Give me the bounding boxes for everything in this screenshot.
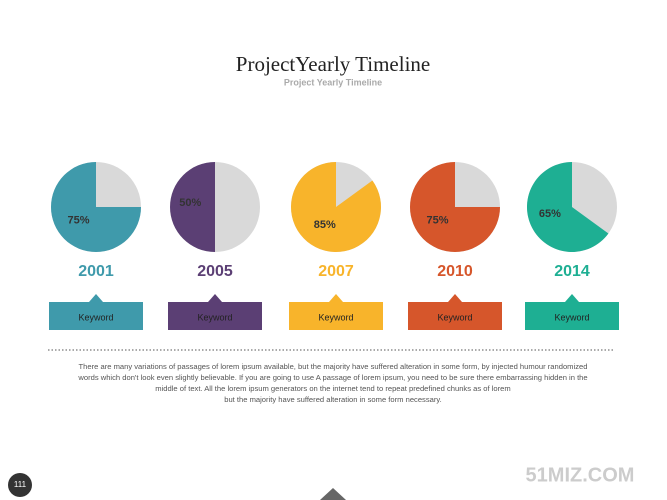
page-number: 111 [14, 480, 27, 489]
pie-label: 75% [426, 214, 448, 226]
page-badge [8, 473, 32, 497]
year: 2010 [437, 263, 473, 280]
keyword: Keyword [197, 312, 232, 322]
keyword: Keyword [437, 312, 472, 322]
year: 2014 [554, 263, 590, 280]
subtitle: Project Yearly Timeline [284, 77, 382, 87]
pie-slice [527, 162, 609, 253]
keyword-box [408, 294, 502, 330]
keyword-box [49, 294, 143, 330]
keyword: Keyword [554, 312, 589, 322]
pie-label: 50% [179, 197, 201, 209]
keyword: Keyword [78, 312, 113, 322]
paragraph-line: words which don't look even slightly bel… [77, 373, 587, 382]
pie-slice [51, 162, 141, 252]
pie-slice [410, 162, 500, 252]
year: 2007 [318, 263, 354, 280]
paragraph-line: middle of text. All the lorem ipsum gene… [155, 384, 510, 393]
nav-arrow [320, 488, 346, 500]
watermark: 51MIZ.COM [526, 464, 635, 486]
pie-label: 85% [314, 219, 336, 231]
keyword: Keyword [318, 312, 353, 322]
keyword-box [289, 294, 383, 330]
year: 2001 [78, 263, 114, 280]
paragraph-line: but the majority have suffered alteratio… [224, 395, 442, 404]
pie-slice [170, 162, 215, 252]
year: 2005 [197, 263, 233, 280]
paragraph-line: There are many variations of passages of… [79, 362, 588, 371]
pie-label: 65% [539, 208, 561, 220]
keyword-box [525, 294, 619, 330]
pie-label: 75% [67, 214, 89, 226]
title: ProjectYearly Timeline [236, 52, 430, 76]
pie-slice [290, 162, 381, 252]
keyword-box [168, 294, 262, 330]
